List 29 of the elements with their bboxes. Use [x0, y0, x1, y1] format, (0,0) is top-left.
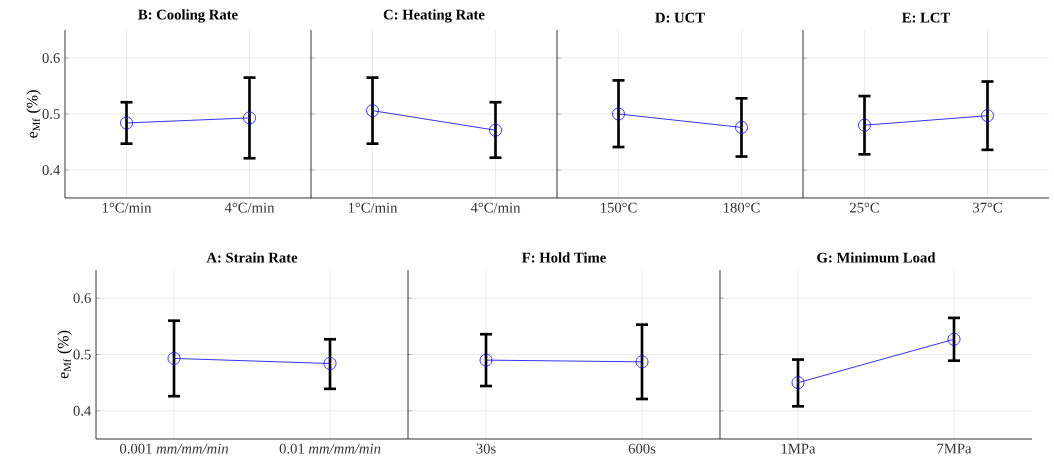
- chart-title: G: Minimum Load: [817, 252, 936, 263]
- x-tick-label: 0.001 mm/mm/min: [119, 443, 228, 454]
- x-tick-label: 0.01 mm/mm/min: [279, 443, 381, 454]
- x-tick-label: 4°C/min: [224, 202, 275, 213]
- x-tick-label: 37°C: [973, 202, 1002, 213]
- y-axis-title: e$_{Mf}$ (%): [26, 90, 41, 138]
- y-tick-label: 0.4: [73, 405, 92, 416]
- chart-title: D: UCT: [655, 12, 705, 23]
- y-tick-label: 0.5: [73, 349, 91, 360]
- x-tick-label: 1MPa: [781, 443, 816, 454]
- chart-title: F: Hold Time: [522, 252, 606, 263]
- chart-title: A: Strain Rate: [206, 252, 298, 263]
- y-tick-label: 0.6: [42, 53, 60, 63]
- x-tick-label: 150°C: [600, 202, 637, 213]
- x-tick-label: 1°C/min: [102, 202, 152, 213]
- y-tick-label: 0.6: [73, 293, 91, 304]
- x-tick-label: 1°C/min: [348, 202, 398, 213]
- y-tick-label: 0.4: [42, 165, 61, 175]
- x-tick-label: 600s: [628, 443, 656, 454]
- x-tick-label: 7MPa: [937, 443, 972, 454]
- y-axis-title: e$_{Mf}$ (%): [57, 330, 72, 379]
- chart-title: C: Heating Rate: [383, 9, 485, 23]
- x-tick-label: 4°C/min: [470, 202, 521, 213]
- x-tick-label: 30s: [476, 443, 496, 454]
- chart-title: B: Cooling Rate: [138, 9, 238, 23]
- x-tick-label: 180°C: [723, 202, 760, 213]
- x-tick-label: 25°C: [849, 202, 879, 213]
- y-tick-label: 0.5: [42, 109, 60, 119]
- chart-title: E: LCT: [902, 12, 951, 23]
